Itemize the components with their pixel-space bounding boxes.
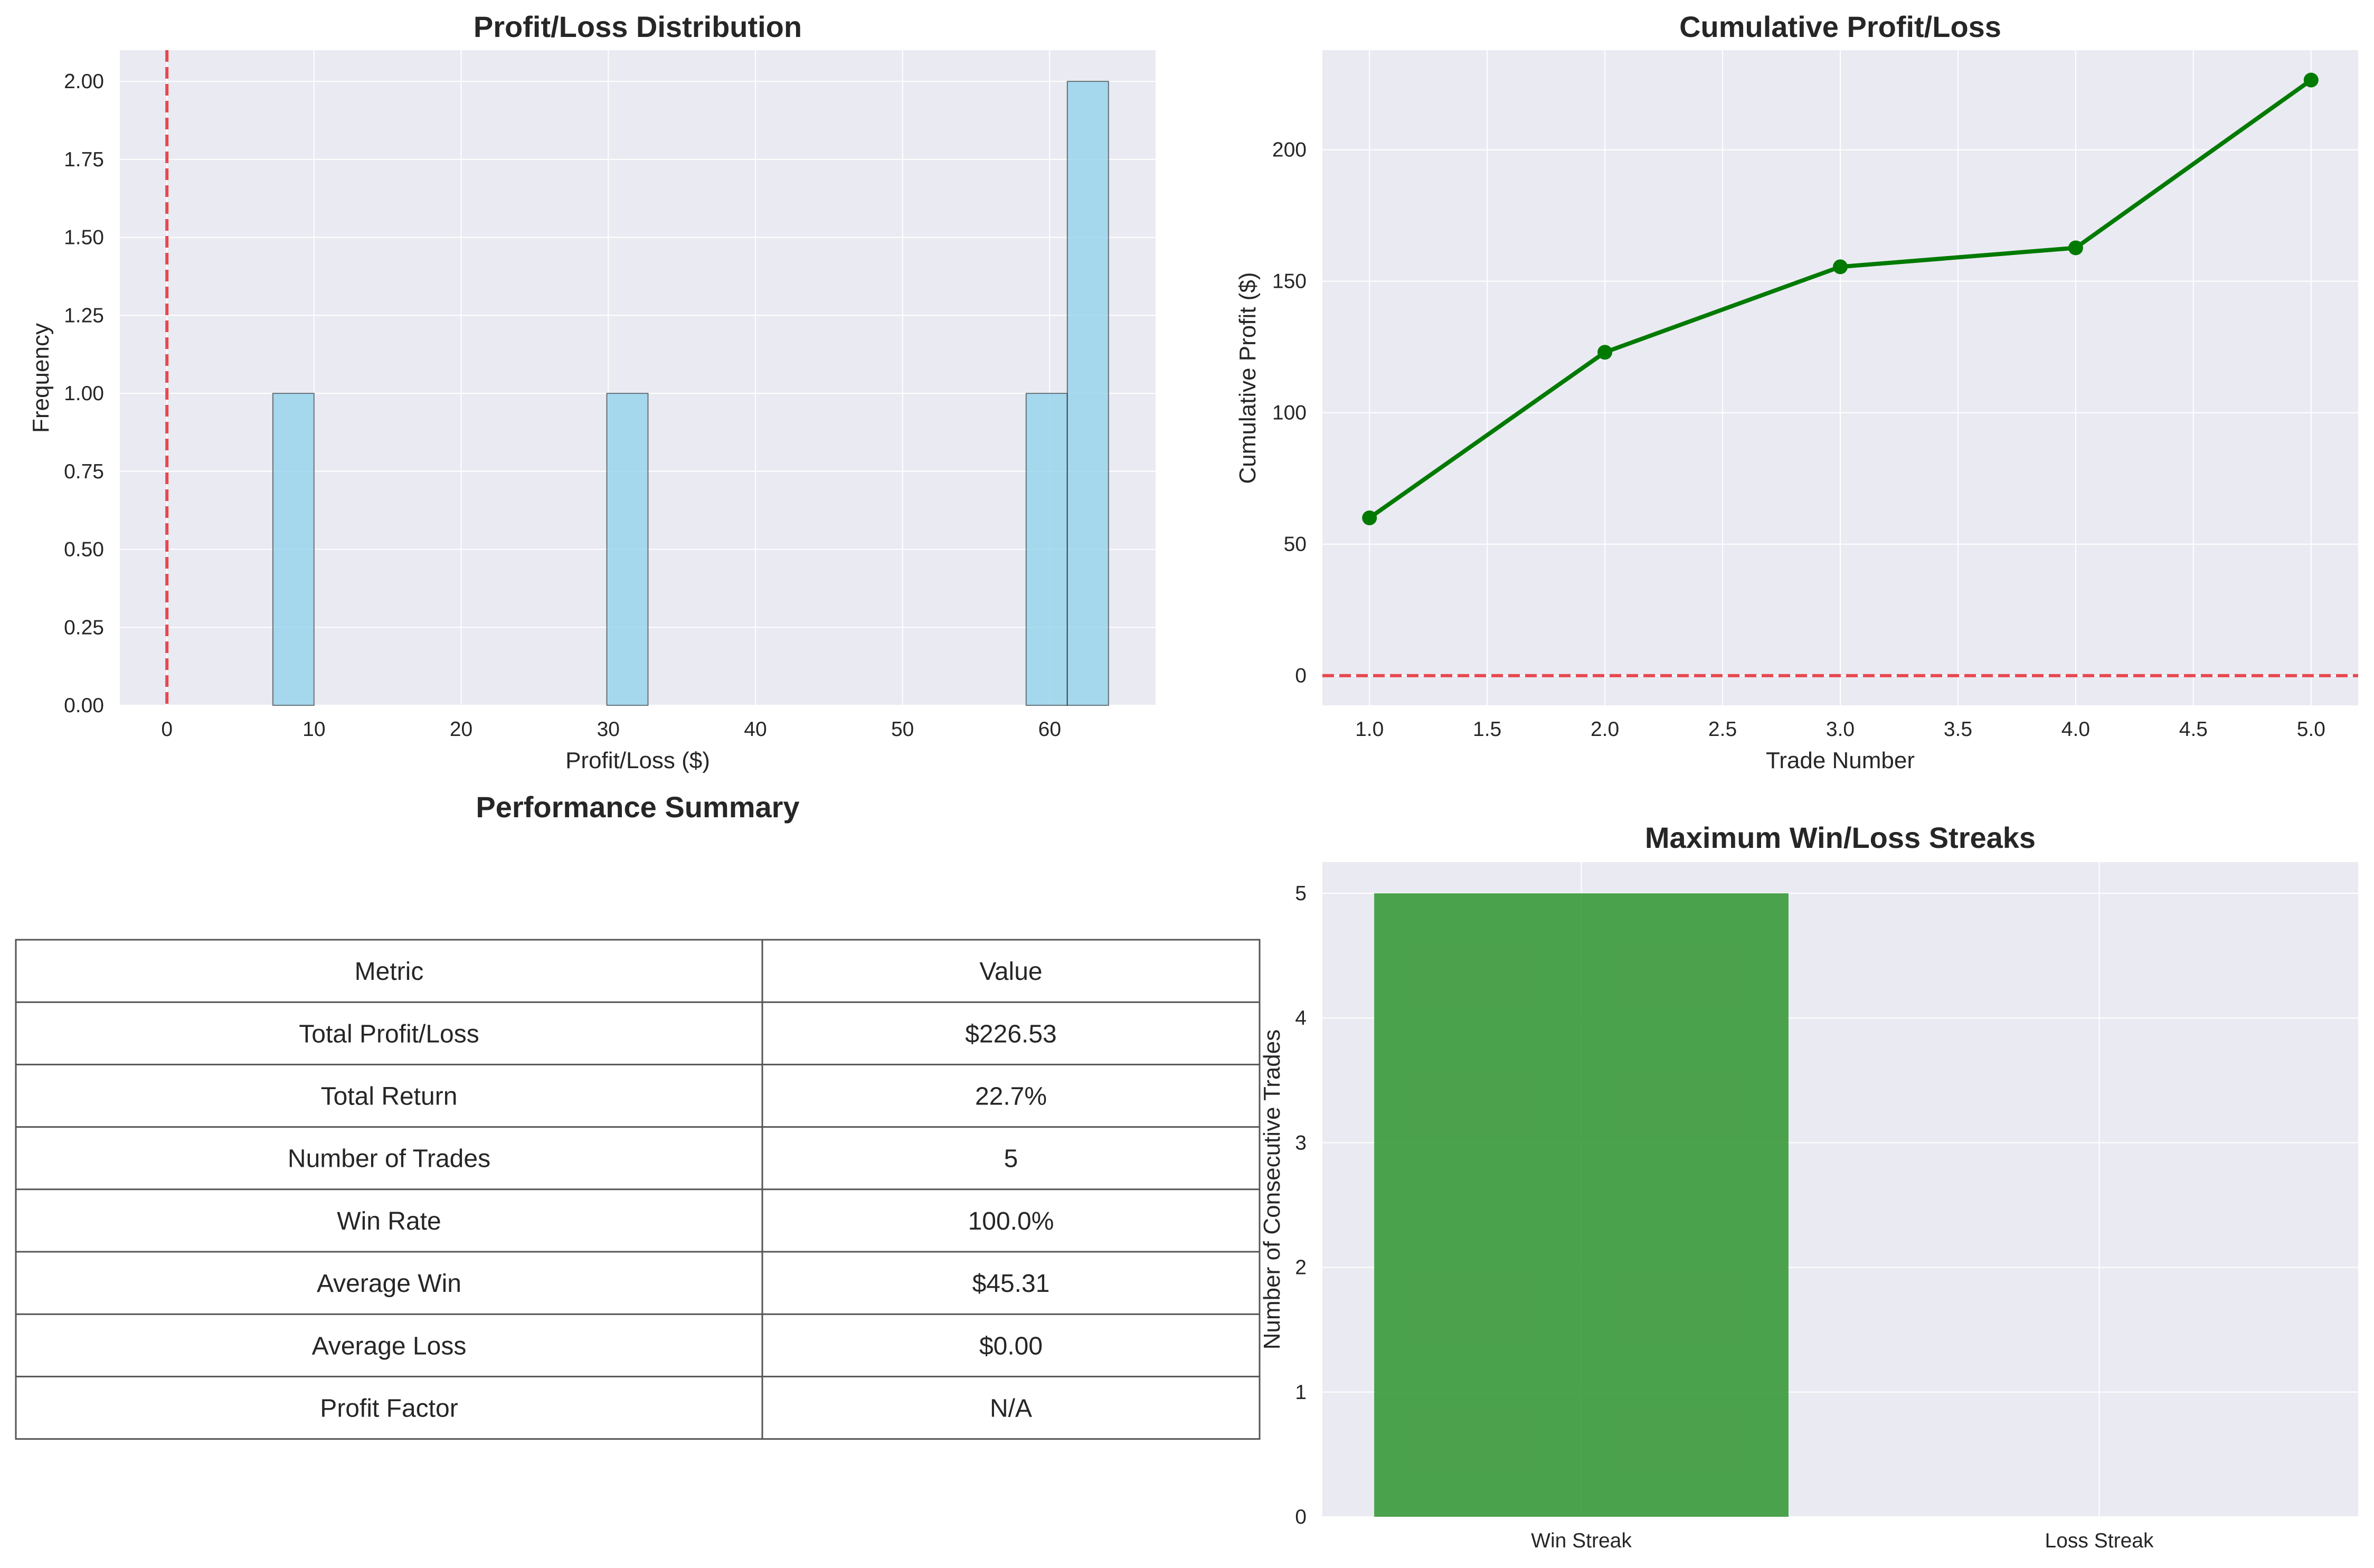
streak-y-tick-label: 2 xyxy=(1295,1257,1307,1279)
cumulative-title: Cumulative Profit/Loss xyxy=(1679,10,2001,43)
cumulative-point xyxy=(2303,72,2319,88)
streak-y-tick-label: 4 xyxy=(1295,1007,1307,1029)
cumulative-x-tick-label: 4.5 xyxy=(2179,718,2208,741)
cumulative-x-tick-label: 4.0 xyxy=(2061,718,2090,741)
cumulative-point xyxy=(2068,240,2083,256)
table-value-cell: $226.53 xyxy=(965,1020,1057,1048)
cumulative-x-tick-label: 2.0 xyxy=(1591,718,1619,741)
hist-panel: Profit/Loss Distribution 0 10 20 30 40 50 60 0… xyxy=(28,10,1156,773)
hist-y-tick-label: 1.75 xyxy=(64,148,104,171)
summary-title: Performance Summary xyxy=(476,790,799,824)
hist-x-tick-label: 10 xyxy=(302,718,325,741)
table-value-cell: 5 xyxy=(1004,1145,1018,1173)
table-value-cell: $45.31 xyxy=(972,1270,1050,1298)
table-header-cell: Metric xyxy=(355,958,424,986)
hist-bar xyxy=(1025,393,1068,706)
streak-ylabel: Number of Consecutive Trades xyxy=(1259,1029,1285,1350)
hist-y-tick-label: 0.75 xyxy=(64,460,104,483)
hist-x-tick-label: 30 xyxy=(597,718,620,741)
cumulative-x-tick-label: 3.0 xyxy=(1826,718,1855,741)
cumulative-x-ticks: 1.0 1.5 2.0 2.5 3.0 3.5 4.0 4.5 5.0 xyxy=(1355,718,2325,741)
hist-y-ticks: 0.00 0.25 0.50 0.75 1.00 1.25 1.50 1.75 2.00 xyxy=(64,70,104,717)
hist-x-tick-label: 60 xyxy=(1038,718,1061,741)
cumulative-point xyxy=(1597,345,1613,360)
cumulative-y-tick-label: 150 xyxy=(1272,270,1307,293)
streak-y-ticks: 0 1 2 3 4 5 xyxy=(1295,882,1307,1528)
hist-y-tick-label: 0.25 xyxy=(64,616,104,639)
hist-xlabel: Profit/Loss ($) xyxy=(565,748,710,773)
win-streak-bar xyxy=(1374,893,1789,1517)
cumulative-x-tick-label: 1.0 xyxy=(1355,718,1384,741)
hist-y-tick-label: 0.50 xyxy=(64,539,104,561)
hist-bar xyxy=(606,393,649,706)
cumulative-x-tick-label: 2.5 xyxy=(1708,718,1737,741)
hist-x-tick-label: 20 xyxy=(450,718,472,741)
table-value-cell: $0.00 xyxy=(979,1332,1043,1360)
streak-category-label: Win Streak xyxy=(1531,1529,1632,1552)
hist-bars xyxy=(272,81,1109,706)
hist-title: Profit/Loss Distribution xyxy=(474,10,802,43)
hist-y-tick-label: 2.00 xyxy=(64,70,104,93)
hist-bar xyxy=(1066,81,1109,706)
table-value-cell: N/A xyxy=(990,1395,1032,1423)
streak-y-tick-label: 1 xyxy=(1295,1381,1307,1404)
cumulative-x-tick-label: 3.5 xyxy=(1944,718,1972,741)
summary-panel: Performance Summary Metric Value Total Pro… xyxy=(15,790,1261,1440)
streak-y-tick-label: 0 xyxy=(1295,1506,1307,1528)
cumulative-x-tick-label: 5.0 xyxy=(2297,718,2325,741)
table-metric-cell: Total Profit/Loss xyxy=(299,1020,479,1048)
cumulative-point xyxy=(1833,259,1848,275)
cumulative-y-tick-label: 0 xyxy=(1295,665,1307,687)
streak-y-tick-label: 5 xyxy=(1295,882,1307,905)
streak-panel: Maximum Win/Loss Streaks Win Streak Loss … xyxy=(1259,821,2358,1552)
hist-y-tick-label: 1.00 xyxy=(64,382,104,405)
cumulative-x-tick-label: 1.5 xyxy=(1473,718,1501,741)
streak-bars xyxy=(1374,893,1789,1517)
streak-category-label: Loss Streak xyxy=(2045,1529,2154,1552)
table-metric-cell: Number of Trades xyxy=(288,1145,490,1173)
hist-bar xyxy=(272,393,315,706)
table-metric-cell: Average Win xyxy=(317,1270,461,1298)
cumulative-y-tick-label: 200 xyxy=(1272,139,1307,162)
table-metric-cell: Profit Factor xyxy=(320,1395,458,1423)
summary-table: Metric Value Total Profit/Loss $226.53 Total… xyxy=(15,939,1261,1440)
cumulative-ylabel: Cumulative Profit ($) xyxy=(1235,272,1261,484)
cumulative-y-ticks: 0 50 100 150 200 xyxy=(1272,139,1307,687)
hist-x-ticks: 0 10 20 30 40 50 60 xyxy=(161,718,1061,741)
cumulative-panel: Cumulative Profit/Loss 1.0 1.5 2.0 2.5 3.0 3.… xyxy=(1235,10,2358,773)
streak-x-ticks: Win Streak Loss Streak xyxy=(1531,1529,2154,1552)
hist-y-tick-label: 0.00 xyxy=(64,694,104,717)
cumulative-y-tick-label: 50 xyxy=(1284,533,1307,556)
streak-y-tick-label: 3 xyxy=(1295,1131,1307,1154)
table-header-cell: Value xyxy=(979,958,1042,986)
hist-x-tick-label: 40 xyxy=(744,718,767,741)
cumulative-y-tick-label: 100 xyxy=(1272,402,1307,424)
table-value-cell: 22.7% xyxy=(975,1083,1047,1111)
hist-ylabel: Frequency xyxy=(28,323,54,433)
hist-y-tick-label: 1.50 xyxy=(64,226,104,249)
table-metric-cell: Total Return xyxy=(321,1083,458,1111)
hist-x-tick-label: 50 xyxy=(891,718,914,741)
hist-x-tick-label: 0 xyxy=(161,718,173,741)
cumulative-points xyxy=(1362,72,2319,525)
cumulative-xlabel: Trade Number xyxy=(1766,748,1915,773)
hist-y-tick-label: 1.25 xyxy=(64,304,104,327)
cumulative-point xyxy=(1362,510,1377,525)
table-metric-cell: Average Loss xyxy=(312,1332,467,1360)
table-value-cell: 100.0% xyxy=(968,1207,1054,1235)
table-metric-cell: Win Rate xyxy=(337,1207,441,1235)
streak-title: Maximum Win/Loss Streaks xyxy=(1645,821,2036,854)
